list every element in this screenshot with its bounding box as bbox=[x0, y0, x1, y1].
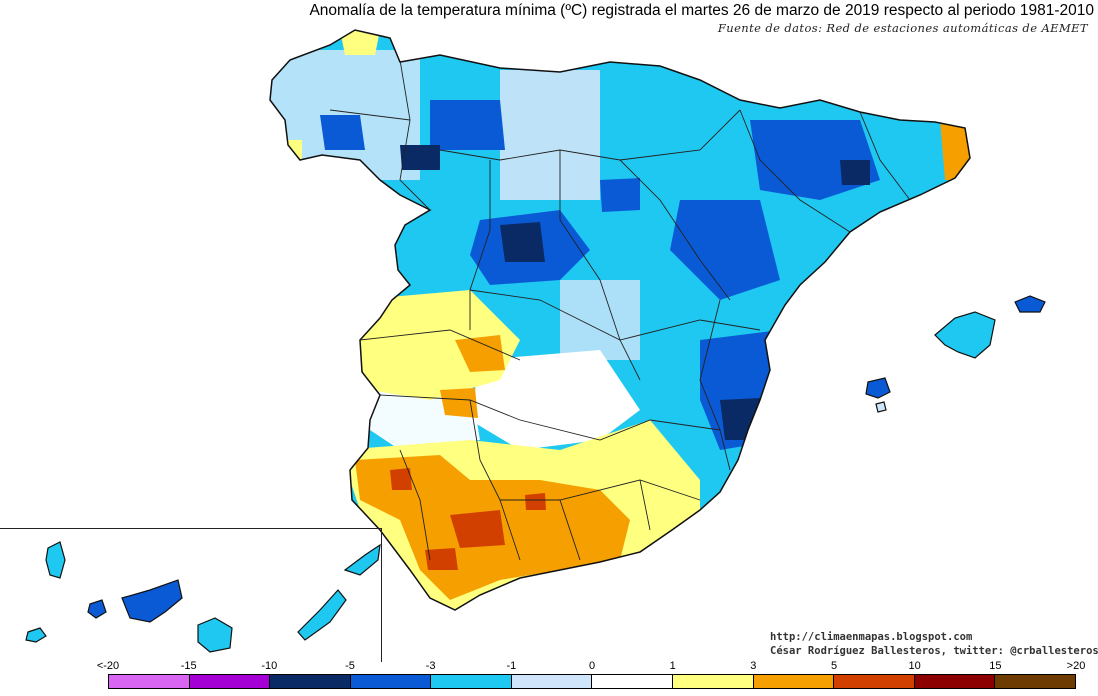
canary-islands-inset-frame bbox=[0, 528, 382, 662]
legend-swatch bbox=[270, 675, 351, 688]
legend-swatch bbox=[511, 675, 593, 688]
mainland-coastline bbox=[269, 29, 971, 611]
legend-swatch bbox=[431, 675, 512, 688]
legend-swatch bbox=[350, 675, 432, 688]
legend-tick-label: 0 bbox=[588, 660, 596, 672]
province-borders bbox=[329, 59, 911, 561]
legend-tick-label: 5 bbox=[830, 660, 838, 672]
legend-tick-label: -5 bbox=[345, 660, 355, 672]
legend-swatch bbox=[995, 675, 1075, 688]
color-scale-legend bbox=[108, 674, 1076, 689]
legend-labels: <-20 -15 -10 -5 -3 -1 0 1 3 5 10 15 >20 bbox=[0, 660, 1098, 674]
legend-tick-label: <-20 bbox=[96, 660, 120, 672]
legend-tick-label: -3 bbox=[425, 660, 436, 672]
legend-swatch bbox=[189, 675, 271, 688]
legend-swatch bbox=[673, 675, 754, 688]
map-title: Anomalía de la temperatura mínima (ºC) r… bbox=[309, 2, 1094, 19]
legend-swatch bbox=[834, 675, 915, 688]
legend-tick-label: 3 bbox=[750, 660, 757, 672]
legend-tick-label: -1 bbox=[506, 660, 517, 672]
legend-swatch bbox=[109, 675, 190, 688]
canary-islands bbox=[25, 541, 381, 653]
balearic-islands bbox=[865, 295, 1046, 413]
author-credit: César Rodríguez Ballesteros, twitter: @c… bbox=[770, 645, 1098, 657]
blog-credit: http://climaenmapas.blogspot.com bbox=[770, 631, 973, 643]
legend-tick-label: -15 bbox=[180, 660, 197, 672]
legend-tick-label: 10 bbox=[908, 660, 921, 672]
legend-tick-label: 15 bbox=[989, 660, 1002, 672]
legend-tick-label: >20 bbox=[1066, 660, 1086, 672]
data-source-note: Fuente de datos: Red de estaciones autom… bbox=[717, 21, 1088, 35]
legend-tick-label: -10 bbox=[261, 660, 278, 672]
legend-swatch bbox=[914, 675, 996, 688]
legend-swatch bbox=[592, 675, 674, 688]
legend-tick-label: 1 bbox=[669, 660, 676, 672]
legend-swatch bbox=[753, 675, 835, 688]
